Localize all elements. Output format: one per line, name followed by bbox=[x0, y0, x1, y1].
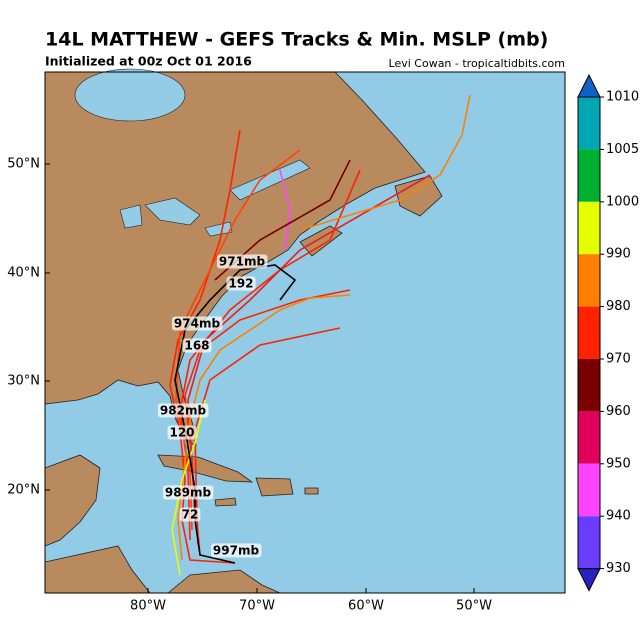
track-label: 971mb bbox=[219, 255, 266, 269]
cuba bbox=[157, 454, 254, 483]
lat-label: 30°N bbox=[7, 374, 40, 389]
track-label: 192 bbox=[228, 277, 253, 291]
colorbar-tick-label: 960 bbox=[606, 404, 631, 419]
track-label: 997mb bbox=[213, 544, 260, 558]
mexico bbox=[44, 454, 101, 547]
st-lawrence bbox=[229, 159, 311, 201]
track-label-bg bbox=[182, 338, 212, 353]
colorbar-tick-label: 930 bbox=[606, 561, 631, 576]
track-label: 168 bbox=[184, 339, 209, 353]
colorbar-band bbox=[578, 97, 600, 150]
lat-label: 40°N bbox=[7, 266, 40, 281]
colorbar-tick-label: 1005 bbox=[606, 142, 639, 157]
credit: Levi Cowan - tropicaltidbits.com bbox=[389, 57, 565, 70]
track-label: 989mb bbox=[165, 486, 212, 500]
colorbar-tick-label: 1010 bbox=[606, 90, 639, 105]
map-frame bbox=[44, 71, 566, 594]
colorbar-tick-label: 950 bbox=[606, 456, 631, 471]
track-label: 974mb bbox=[174, 317, 221, 331]
track-label: 72 bbox=[182, 508, 199, 522]
lon-label: 80°W bbox=[130, 599, 166, 614]
lat-label: 50°N bbox=[7, 157, 40, 172]
colorbar-band bbox=[578, 306, 600, 359]
hispaniola bbox=[255, 477, 294, 497]
colorbar-tick-label: 980 bbox=[606, 299, 631, 314]
colorbar-tick-label: 940 bbox=[606, 509, 631, 524]
map bbox=[44, 68, 566, 594]
colorbar-band bbox=[578, 254, 600, 307]
colorbar-extend bbox=[577, 568, 601, 592]
track-label-bg bbox=[157, 403, 209, 418]
track-label-bg bbox=[179, 507, 201, 522]
colorbar-band bbox=[578, 149, 600, 202]
colorbar-extend bbox=[577, 73, 601, 98]
colorbar-band bbox=[578, 201, 600, 255]
colorbar-tick-label: 990 bbox=[606, 247, 631, 262]
track-label: 120 bbox=[169, 426, 194, 440]
track-label-bg bbox=[226, 276, 256, 291]
track-label-bg bbox=[162, 485, 214, 500]
hudson-bay bbox=[74, 68, 186, 122]
track-label-bg bbox=[171, 316, 223, 331]
subtitle: Initialized at 00z Oct 01 2016 bbox=[45, 54, 252, 69]
colorbar-tick-label: 1000 bbox=[606, 194, 639, 209]
track-label-bg bbox=[216, 254, 268, 269]
lon-label: 60°W bbox=[348, 599, 384, 614]
lat-label: 20°N bbox=[7, 483, 40, 498]
colorbar-band bbox=[578, 463, 600, 517]
title: 14L MATTHEW - GEFS Tracks & Min. MSLP (m… bbox=[45, 29, 548, 51]
nova-scotia bbox=[299, 225, 343, 257]
colorbar-band bbox=[578, 516, 600, 569]
track-label-bg bbox=[167, 425, 197, 440]
colorbar-band bbox=[578, 411, 600, 464]
lon-label: 70°W bbox=[239, 599, 275, 614]
colorbar-tick-label: 970 bbox=[606, 352, 631, 367]
colorbar-band bbox=[578, 359, 600, 412]
track-label: 982mb bbox=[160, 404, 207, 418]
lon-label: 50°W bbox=[456, 599, 492, 614]
great-lakes bbox=[119, 197, 233, 237]
islands bbox=[214, 487, 319, 507]
colorbar-frame bbox=[577, 96, 601, 570]
track-label-bg bbox=[210, 543, 262, 558]
